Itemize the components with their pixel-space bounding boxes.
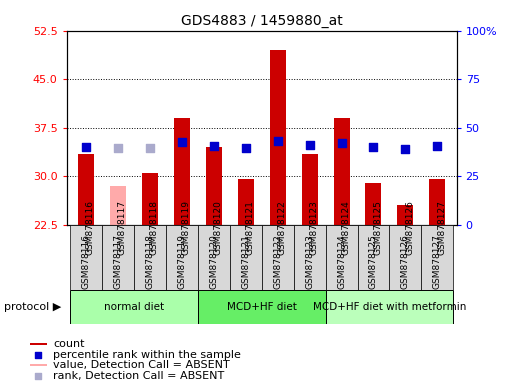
Text: MCD+HF diet: MCD+HF diet <box>227 302 297 312</box>
Text: value, Detection Call = ABSENT: value, Detection Call = ABSENT <box>53 360 230 370</box>
Title: GDS4883 / 1459880_at: GDS4883 / 1459880_at <box>181 14 343 28</box>
Text: GSM878118: GSM878118 <box>145 234 154 290</box>
Bar <box>421 225 453 290</box>
Text: GSM878117: GSM878117 <box>118 200 127 255</box>
Bar <box>198 225 230 290</box>
Point <box>177 139 186 145</box>
Point <box>34 372 43 379</box>
Text: GSM878116: GSM878116 <box>86 200 95 255</box>
Point <box>401 146 409 152</box>
Text: GSM878121: GSM878121 <box>246 200 254 255</box>
Point <box>242 145 250 151</box>
Point <box>210 143 218 149</box>
Bar <box>142 173 158 225</box>
Text: count: count <box>53 339 85 349</box>
Text: protocol ▶: protocol ▶ <box>4 302 62 312</box>
Text: GSM878118: GSM878118 <box>150 200 159 255</box>
Point <box>273 138 282 144</box>
Text: GSM878125: GSM878125 <box>369 234 378 289</box>
Bar <box>30 364 47 366</box>
Bar <box>326 290 453 324</box>
Text: GSM878126: GSM878126 <box>405 200 415 255</box>
Bar <box>302 154 318 225</box>
Text: GSM878119: GSM878119 <box>177 234 186 290</box>
Point <box>338 140 346 146</box>
Text: GSM878127: GSM878127 <box>433 234 442 289</box>
Text: GSM878119: GSM878119 <box>182 200 191 255</box>
Bar <box>198 290 326 324</box>
Text: MCD+HF diet with metformin: MCD+HF diet with metformin <box>313 302 466 312</box>
Bar <box>102 225 134 290</box>
Bar <box>429 179 445 225</box>
Text: percentile rank within the sample: percentile rank within the sample <box>53 349 241 359</box>
Point <box>146 145 154 151</box>
Bar <box>174 118 190 225</box>
Bar <box>389 225 421 290</box>
Text: GSM878122: GSM878122 <box>278 200 287 255</box>
Bar <box>70 225 102 290</box>
Text: GSM878123: GSM878123 <box>305 234 314 289</box>
Bar <box>166 225 198 290</box>
Text: GSM878121: GSM878121 <box>241 234 250 289</box>
Text: GSM878120: GSM878120 <box>209 234 218 289</box>
Text: GSM878116: GSM878116 <box>82 234 90 290</box>
Bar <box>238 179 253 225</box>
Text: GSM878124: GSM878124 <box>337 234 346 289</box>
Bar <box>333 118 349 225</box>
Text: GSM878122: GSM878122 <box>273 234 282 289</box>
Text: GSM878127: GSM878127 <box>438 200 446 255</box>
Bar <box>398 205 413 225</box>
Bar <box>262 225 293 290</box>
Bar <box>326 225 358 290</box>
Bar <box>270 50 286 225</box>
Text: GSM878117: GSM878117 <box>113 234 122 290</box>
Point <box>369 144 378 150</box>
Bar <box>70 290 198 324</box>
Bar <box>365 183 382 225</box>
Bar <box>293 225 326 290</box>
Text: rank, Detection Call = ABSENT: rank, Detection Call = ABSENT <box>53 371 225 381</box>
Text: GSM878126: GSM878126 <box>401 234 410 289</box>
Text: GSM878123: GSM878123 <box>309 200 319 255</box>
Bar <box>110 186 126 225</box>
Text: GSM878125: GSM878125 <box>373 200 383 255</box>
Text: GSM878124: GSM878124 <box>342 200 350 255</box>
Text: GSM878120: GSM878120 <box>214 200 223 255</box>
Point <box>34 351 43 358</box>
Point <box>433 143 442 149</box>
Bar <box>134 225 166 290</box>
Bar <box>230 225 262 290</box>
Point <box>305 142 313 148</box>
Text: normal diet: normal diet <box>104 302 164 312</box>
Point <box>114 145 122 151</box>
Bar <box>30 343 47 345</box>
Bar <box>78 154 94 225</box>
Bar <box>358 225 389 290</box>
Bar <box>206 147 222 225</box>
Point <box>82 144 90 150</box>
